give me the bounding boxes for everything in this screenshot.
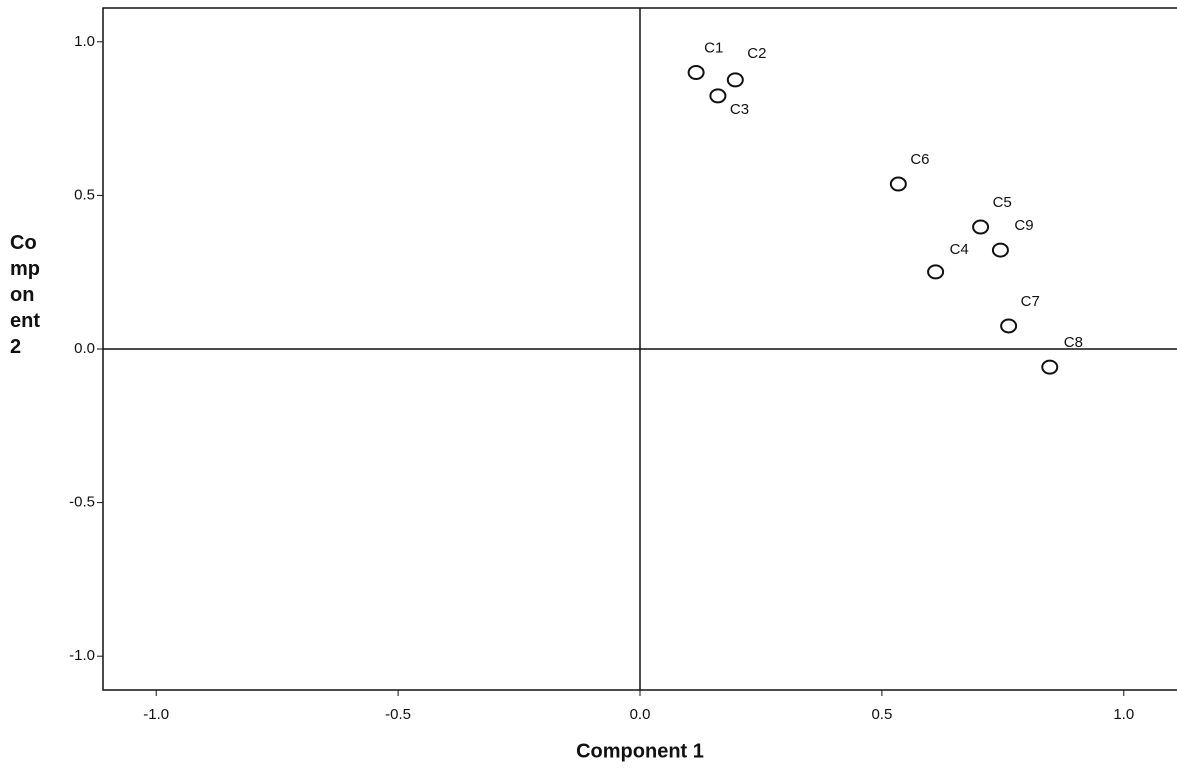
point [1042, 361, 1057, 374]
point-label: C9 [1014, 217, 1033, 234]
y-tick-label: 0.5 [74, 186, 95, 203]
x-tick-label: 0.5 [871, 706, 892, 723]
x-tick-label: 1.0 [1113, 706, 1134, 723]
point [891, 178, 906, 191]
chart: Component 1 -1.0 -0.5 0.0 0.5 1.0 -1.0 -0.5 0.0… [0, 0, 1177, 774]
point-label: C4 [950, 241, 969, 258]
point-label: C2 [747, 45, 766, 62]
point-label: C7 [1021, 293, 1040, 310]
point-label: C3 [730, 101, 749, 118]
y-tick-label: 1.0 [74, 33, 95, 50]
point-label: C5 [993, 194, 1012, 211]
page: Component 1 -1.0 -0.5 0.0 0.5 1.0 -1.0 -0.5 0.0… [0, 0, 1177, 774]
y-tick-label: -1.0 [69, 647, 95, 664]
point [993, 244, 1008, 257]
point [689, 66, 704, 79]
point [728, 73, 743, 86]
point [973, 221, 988, 234]
x-tick-label: -0.5 [385, 706, 411, 723]
point [1001, 319, 1016, 332]
point-label: C1 [704, 39, 723, 56]
point-label: C6 [910, 151, 929, 168]
x-tick-label: 0.0 [630, 706, 651, 723]
y-tick-label: -0.5 [69, 494, 95, 511]
x-tick-label: -1.0 [143, 706, 169, 723]
point-label: C8 [1064, 334, 1083, 351]
point [928, 265, 943, 278]
y-axis-title: Component 2 [10, 230, 44, 360]
point [710, 89, 725, 102]
x-axis-title: Component 1 [576, 740, 704, 762]
y-tick-label: 0.0 [74, 340, 95, 357]
